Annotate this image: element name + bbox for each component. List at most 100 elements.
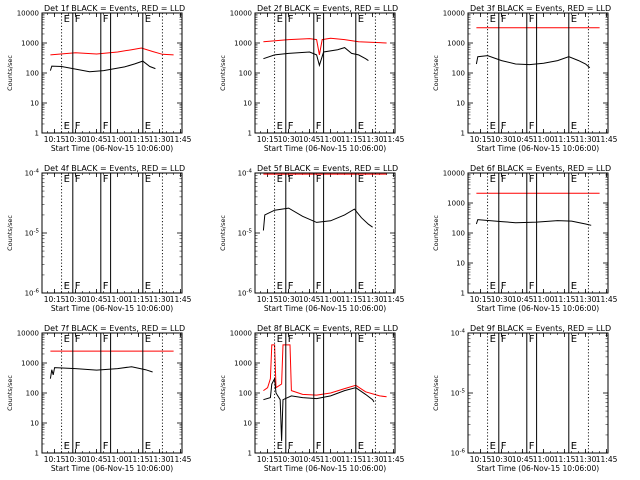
y-tick-label: 10-4 [451,329,466,338]
x-tick-label: 11:30 [149,135,171,144]
x-tick-label: 11:30 [362,455,384,464]
event-marker-label-top: E [358,334,364,345]
x-tick-label: 11:45 [383,295,405,304]
panel-1: Det 1f BLACK = Events, RED = LLD Counts/s… [6,4,192,153]
y-tick-label: 10-4 [25,169,40,178]
panel-title: Det 1f BLACK = Events, RED = LLD [44,4,185,13]
series-events-line [263,376,375,442]
event-marker-label: F [75,281,81,292]
x-tick-label: 10:30 [65,455,87,464]
x-tick-label: 10:30 [65,135,87,144]
event-marker-label: E [358,281,364,292]
x-tick-label: 10:30 [278,295,300,304]
y-tick-label: 1000 [21,360,39,368]
event-marker-label: E [277,441,283,452]
panel-8: Det 8f BLACK = Events, RED = LLD Counts/s… [219,324,405,473]
y-tick-label: 10 [456,260,465,268]
x-tick-label: 10:15 [470,135,492,144]
series-events-line [49,366,153,379]
x-tick-label: 11:30 [575,135,597,144]
event-marker-label: F [501,281,507,292]
x-tick-label: 10:30 [278,455,300,464]
event-marker-label: E [490,441,496,452]
y-tick-label: 1 [248,130,252,138]
y-tick-label: 10-5 [25,229,40,238]
x-tick-label: 10:15 [257,295,279,304]
y-axis-label: Counts/sec [6,55,14,91]
y-tick-label: 1 [35,450,39,458]
y-tick-label: 10000 [230,10,252,18]
x-axis-label: Start Time (06-Nov-15 10:06:00) [477,144,599,153]
x-tick-label: 10:15 [257,455,279,464]
y-tick-label: 10 [243,100,252,108]
panel-title: Det 8f BLACK = Events, RED = LLD [257,324,398,333]
event-marker-label: F [316,281,322,292]
y-axis-label: Counts/sec [6,375,14,411]
event-marker-label-top: E [490,334,496,345]
panel-title: Det 6f BLACK = Events, RED = LLD [470,164,611,173]
event-marker-label: F [288,441,294,452]
event-marker-label-top: F [501,14,507,25]
y-tick-label: 1000 [21,40,39,48]
event-marker-label: E [145,441,151,452]
panel-title: Det 4f BLACK = Events, RED = LLD [44,164,185,173]
y-tick-label: 10000 [230,330,252,338]
event-marker-label: E [277,121,283,132]
event-marker-label-top: F [75,174,81,185]
x-tick-label: 11:00 [533,295,555,304]
x-tick-label: 11:00 [320,455,342,464]
y-tick-label: 10000 [443,10,465,18]
y-tick-label: 10 [30,100,39,108]
event-marker-label: E [358,441,364,452]
x-tick-label: 10:45 [86,135,108,144]
event-marker-label: F [529,441,535,452]
event-marker-label: E [64,121,70,132]
x-tick-label: 10:15 [44,135,66,144]
event-marker-label-top: E [64,334,70,345]
y-tick-label: 100 [239,390,252,398]
event-marker-label-top: F [501,334,507,345]
event-marker-label-top: F [316,334,322,345]
y-tick-label: 10-5 [451,389,466,398]
event-marker-label: F [75,121,81,132]
event-marker-label-top: E [277,334,283,345]
event-marker-label-top: F [103,14,109,25]
x-tick-label: 10:45 [86,295,108,304]
plot-frame [254,12,396,134]
x-axis-label: Start Time (06-Nov-15 10:06:00) [51,304,173,313]
x-tick-label: 11:00 [533,135,555,144]
x-tick-label: 10:45 [299,135,321,144]
event-marker-label-top: F [316,174,322,185]
y-axis-label: Counts/sec [432,215,440,251]
panel-2: Det 2f BLACK = Events, RED = LLD Counts/s… [219,4,405,153]
plot-frame [467,332,609,454]
y-tick-label: 10 [243,420,252,428]
y-tick-label: 100 [239,70,252,78]
x-tick-label: 10:15 [257,135,279,144]
x-tick-label: 11:45 [170,295,192,304]
panel-7: Det 7f BLACK = Events, RED = LLD Counts/s… [6,324,192,473]
plot-frame [467,12,609,134]
x-tick-label: 11:30 [149,455,171,464]
x-axis-label: Start Time (06-Nov-15 10:06:00) [264,464,386,473]
event-marker-label: F [75,441,81,452]
event-marker-label: F [529,121,535,132]
x-tick-label: 10:45 [512,295,534,304]
x-tick-label: 10:15 [470,295,492,304]
panel-title: Det 5f BLACK = Events, RED = LLD [257,164,398,173]
plot-frame [254,332,396,454]
y-tick-label: 10000 [443,170,465,178]
event-marker-label: F [316,441,322,452]
panel-5: Det 5f BLACK = Events, RED = LLD Counts/s… [219,164,405,313]
plot-frame [254,172,396,294]
x-tick-label: 10:30 [278,135,300,144]
event-marker-label-top: E [64,14,70,25]
event-marker-label: E [64,441,70,452]
event-marker-label-top: F [288,174,294,185]
y-axis-label: Counts/sec [219,55,227,91]
event-marker-label-top: E [490,14,496,25]
event-marker-label: F [103,281,109,292]
x-tick-label: 11:00 [107,455,129,464]
event-marker-label-top: E [145,174,151,185]
x-tick-label: 11:15 [341,295,363,304]
